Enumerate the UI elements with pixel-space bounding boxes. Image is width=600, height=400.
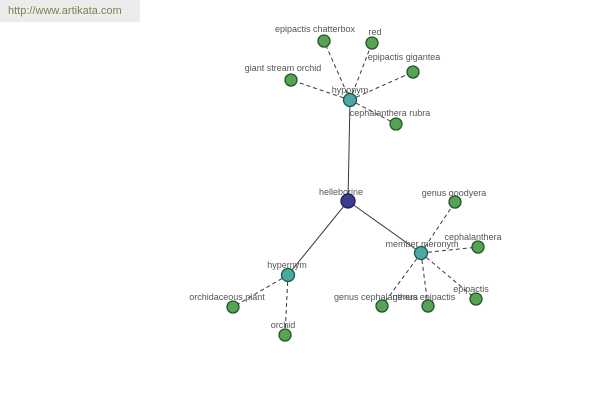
edge-member-meronym-genus-goodyera xyxy=(420,201,456,254)
node-label-genus-cephalanthera: genus cephalanthera xyxy=(334,292,418,302)
labels-layer: helleborine hyponym hypernym member meronym… xyxy=(189,24,501,330)
node-giant-stream-orchid[interactable] xyxy=(284,73,298,87)
node-label-red: red xyxy=(368,27,381,37)
edge-hyponym-giant-stream-orchid xyxy=(290,79,351,101)
node-label-epipactis-chatterbox: epipactis chatterbox xyxy=(275,24,356,34)
node-member-meronym[interactable] xyxy=(413,245,429,261)
node-genus-epipactis[interactable] xyxy=(421,299,435,313)
edge-hyponym-epipactis-gigantea xyxy=(349,71,414,101)
node-label-helleborine: helleborine xyxy=(319,187,363,197)
node-label-member-meronym: member meronym xyxy=(385,239,458,249)
node-label-epipactis-gigantea: epipactis gigantea xyxy=(368,52,441,62)
node-genus-cephalanthera[interactable] xyxy=(375,299,389,313)
node-orchid[interactable] xyxy=(278,328,292,342)
node-cephalanthera-rubra[interactable] xyxy=(389,117,403,131)
node-label-giant-stream-orchid: giant stream orchid xyxy=(245,63,322,73)
node-label-cephalanthera: cephalanthera xyxy=(444,232,501,242)
edge-member-meronym-cephalanthera xyxy=(420,246,479,254)
nodes-layer xyxy=(226,34,485,342)
edge-hyponym-epipactis-chatterbox xyxy=(323,40,351,101)
node-cephalanthera[interactable] xyxy=(471,240,485,254)
node-red[interactable] xyxy=(365,36,379,50)
url-text: http://www.artikata.com xyxy=(8,5,122,17)
edge-hypernym-orchidaceous-plant xyxy=(232,274,289,308)
url-bar: http://www.artikata.com xyxy=(0,0,140,22)
node-epipactis-gigantea[interactable] xyxy=(406,65,420,79)
node-hypernym[interactable] xyxy=(280,267,296,283)
node-label-genus-epipactis: genus epipactis xyxy=(393,292,456,302)
edge-helleborine-member-meronym xyxy=(347,200,422,254)
edge-member-meronym-genus-cephalanthera xyxy=(381,252,422,307)
edge-helleborine-hypernym xyxy=(287,200,349,276)
node-label-orchidaceous-plant: orchidaceous plant xyxy=(189,292,265,302)
edge-member-meronym-genus-epipactis xyxy=(420,252,429,307)
edge-hypernym-orchid xyxy=(284,274,289,336)
node-helleborine[interactable] xyxy=(340,193,356,209)
node-label-cephalanthera-rubra: cephalanthera rubra xyxy=(350,108,431,118)
edge-helleborine-hyponym xyxy=(347,99,351,202)
node-label-hyponym: hyponym xyxy=(332,85,369,95)
node-label-hypernym: hypernym xyxy=(267,260,307,270)
node-orchidaceous-plant[interactable] xyxy=(226,300,240,314)
node-genus-goodyera[interactable] xyxy=(448,195,462,209)
edge-hyponym-cephalanthera-rubra xyxy=(349,99,397,125)
edge-hyponym-red xyxy=(349,42,373,101)
node-label-orchid: orchid xyxy=(271,320,296,330)
node-label-genus-goodyera: genus goodyera xyxy=(422,188,487,198)
node-hyponym[interactable] xyxy=(342,92,358,108)
edges-layer xyxy=(232,40,479,336)
node-epipactis-chatterbox[interactable] xyxy=(317,34,331,48)
node-label-epipactis: epipactis xyxy=(453,284,489,294)
node-epipactis[interactable] xyxy=(469,292,483,306)
edge-member-meronym-epipactis xyxy=(420,252,477,300)
